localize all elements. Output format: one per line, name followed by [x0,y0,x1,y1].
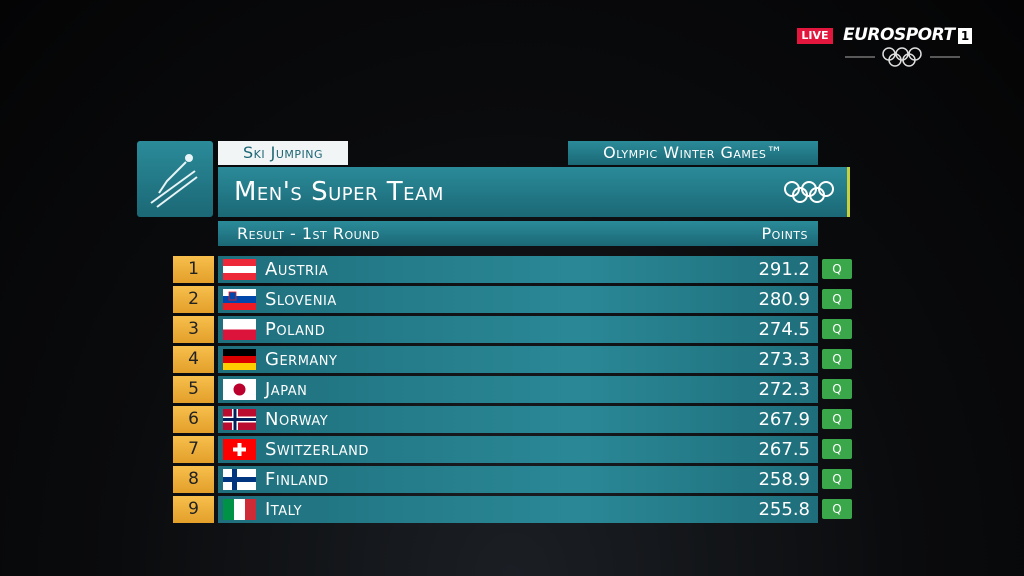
rank: 3 [173,316,214,343]
qualified-badge: Q [822,349,852,369]
country: Austria [265,259,329,280]
channel-number: 1 [958,28,972,44]
points: 273.3 [758,349,810,370]
country: Slovenia [265,289,337,310]
result-row [218,256,818,283]
flag [223,409,256,430]
result-row [218,496,818,523]
qualified-badge: Q [822,499,852,519]
ski-jumper-icon [150,154,198,208]
flag [223,469,256,490]
rank: 6 [173,406,214,433]
country: Japan [265,379,308,400]
flag-icon [223,439,256,460]
subtitle-bar: Result - 1st Round Points [218,221,818,246]
qualified-badge: Q [822,439,852,459]
rank: 8 [173,466,214,493]
result-row [218,286,818,313]
points: 291.2 [758,259,810,280]
flag-icon [223,499,256,520]
country: Finland [265,469,329,490]
rank: 2 [173,286,214,313]
subtitle: Result - 1st Round [237,224,380,243]
flag [223,349,256,370]
result-row [218,376,818,403]
qualified-badge: Q [822,289,852,309]
event-tab: Olympic Winter Games™ [568,141,818,165]
flag-icon [223,379,256,400]
sport-icon [137,141,213,217]
qualified-badge: Q [822,319,852,339]
title-bar: Men's Super Team [218,167,850,217]
result-row [218,346,818,373]
flag-icon [223,409,256,430]
flag [223,379,256,400]
points: 267.9 [758,409,810,430]
flag-icon [223,259,256,280]
flag [223,259,256,280]
result-row [218,466,818,493]
qualified-badge: Q [822,379,852,399]
flag-icon [223,319,256,340]
title: Men's Super Team [234,177,444,207]
country: Italy [265,499,303,520]
flag [223,499,256,520]
rank: 7 [173,436,214,463]
flag-icon [223,289,256,310]
flag [223,319,256,340]
flag [223,289,256,310]
sport-tab: Ski Jumping [218,141,348,165]
live-badge: LIVE [797,28,833,44]
country: Poland [265,319,326,340]
rank: 9 [173,496,214,523]
olympic-rings [784,181,834,203]
rank: 5 [173,376,214,403]
points: 280.9 [758,289,810,310]
qualified-badge: Q [822,259,852,279]
points-label: Points [761,224,808,243]
country: Norway [265,409,329,430]
flag-icon [223,469,256,490]
rank: 1 [173,256,214,283]
flag [223,439,256,460]
points: 274.5 [758,319,810,340]
rank: 4 [173,346,214,373]
qualified-badge: Q [822,469,852,489]
result-row [218,436,818,463]
points: 267.5 [758,439,810,460]
points: 255.8 [758,499,810,520]
channel-logo: EUROSPORT [843,25,955,45]
points: 272.3 [758,379,810,400]
country: Switzerland [265,439,369,460]
result-row [218,316,818,343]
country: Germany [265,349,338,370]
flag-icon [223,349,256,370]
olympic-rings-small [845,47,960,67]
qualified-badge: Q [822,409,852,429]
result-row [218,406,818,433]
points: 258.9 [758,469,810,490]
